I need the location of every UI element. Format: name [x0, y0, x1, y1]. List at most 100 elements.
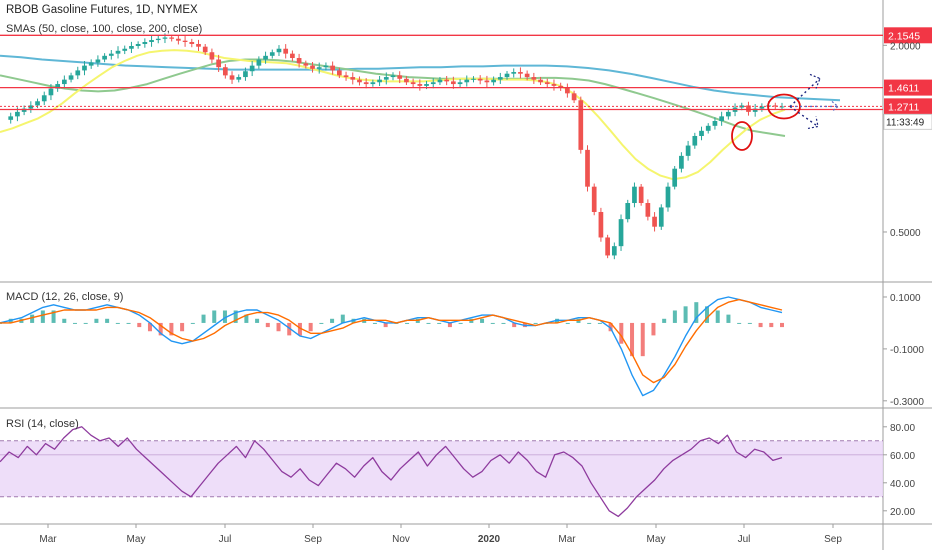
candle-body [638, 186, 644, 204]
candle-body [752, 108, 758, 112]
candle-body [82, 65, 87, 71]
candle-body [283, 48, 289, 54]
candle-body [397, 75, 403, 79]
candle-body [222, 67, 228, 76]
candles [8, 33, 785, 260]
candle-body [390, 75, 396, 78]
candle-body [115, 50, 121, 54]
candle-body [48, 88, 54, 96]
macd-histogram-bar [501, 322, 506, 324]
projection-arrows[interactable] [789, 73, 839, 130]
candle-body [725, 111, 731, 117]
signal-line [0, 298, 783, 384]
candle-body [665, 186, 671, 208]
macd-histogram-bar [255, 318, 260, 323]
candle-body [169, 37, 175, 39]
macd-histogram-bar [737, 322, 742, 324]
macd-histogram-bar [630, 322, 635, 357]
projection-up [789, 77, 821, 107]
macd-histogram-bar [265, 322, 270, 328]
candle-body [404, 78, 409, 83]
time-axis-label: Mar [39, 534, 57, 545]
candle-body [451, 81, 456, 85]
candle-body [699, 130, 704, 136]
macd-histogram-bar [694, 302, 699, 323]
candle-body [471, 78, 476, 80]
candle-body [363, 82, 369, 85]
candle-body [625, 203, 631, 220]
candle-body [430, 82, 436, 85]
candle-body [759, 106, 765, 109]
last-price-label-bg [884, 98, 932, 115]
level-label: 1.4611 [888, 83, 919, 95]
annotation-ellipse[interactable] [731, 121, 753, 151]
macd-axis-label: -0.3000 [890, 397, 924, 408]
candle-body [672, 168, 678, 187]
macd-histogram-bar [426, 322, 431, 324]
macd-histogram-bar [105, 318, 110, 323]
candle-body [343, 75, 349, 78]
candle-body [712, 121, 718, 126]
macd-histogram-bar [672, 310, 677, 323]
candle-body [290, 53, 295, 59]
candle-body [162, 37, 168, 39]
candle-body [15, 111, 20, 117]
candle-body [142, 42, 148, 44]
candle-body [182, 40, 188, 43]
rsi-legend: RSI (14, close) [6, 418, 79, 430]
candle-body [692, 135, 698, 146]
macd-legend: MACD (12, 26, close, 9) [6, 291, 124, 303]
candle-body [296, 58, 302, 64]
candle-body [269, 52, 275, 56]
macd-histogram-bar [490, 322, 495, 324]
macd-histogram-bar [747, 322, 752, 324]
candle-body [497, 77, 503, 80]
candle-body [68, 75, 74, 80]
macd-histogram-bar [587, 322, 592, 324]
candle-body [719, 116, 724, 122]
candle-body [558, 85, 564, 88]
chart-title: RBOB Gasoline Futures, 1D, NYMEX [6, 4, 198, 16]
macd-histogram-bar [780, 322, 784, 328]
macd-histogram-bar [533, 322, 538, 324]
candle-body [135, 43, 141, 46]
time-axis-label: May [127, 534, 146, 545]
macd-histogram-bar [62, 318, 67, 323]
level-label-bg [884, 27, 932, 44]
macd-histogram-bar [72, 322, 77, 324]
candle-body [524, 73, 530, 78]
time-axis-label: Nov [392, 534, 410, 545]
candle-body [249, 65, 255, 72]
candle-body [611, 246, 617, 256]
candle-body [202, 46, 208, 53]
candle-body [618, 219, 624, 247]
candle-body [477, 78, 483, 81]
macd-histogram-bar [212, 310, 217, 323]
candle-body [444, 79, 450, 82]
macd-histogram-bar [372, 322, 377, 324]
macd-histogram-bar [126, 322, 131, 324]
candle-body [209, 52, 215, 60]
candle-body [243, 71, 248, 78]
candle-body [377, 79, 382, 83]
candle-body [591, 186, 597, 212]
candle-body [350, 77, 356, 80]
candle-body [658, 207, 664, 227]
candle-body [21, 108, 27, 112]
candle-body [357, 79, 362, 83]
candle-body [263, 55, 268, 60]
macd-histogram-bar [319, 322, 324, 324]
last-price-label: 1.2711 [888, 101, 919, 113]
macd-histogram-bar [758, 322, 763, 328]
candle-body [457, 82, 463, 85]
time-axis-label: Sep [824, 534, 842, 545]
candle-body [35, 101, 40, 106]
rsi-axis-label: 80.00 [890, 423, 915, 434]
rsi-axis-label: 60.00 [890, 451, 915, 462]
macd-histogram-bar [458, 322, 463, 324]
macd-histogram-bar [137, 322, 142, 328]
candle-body [538, 79, 543, 83]
price-axis-label: 0.5000 [890, 228, 921, 239]
candle-body [598, 211, 604, 238]
